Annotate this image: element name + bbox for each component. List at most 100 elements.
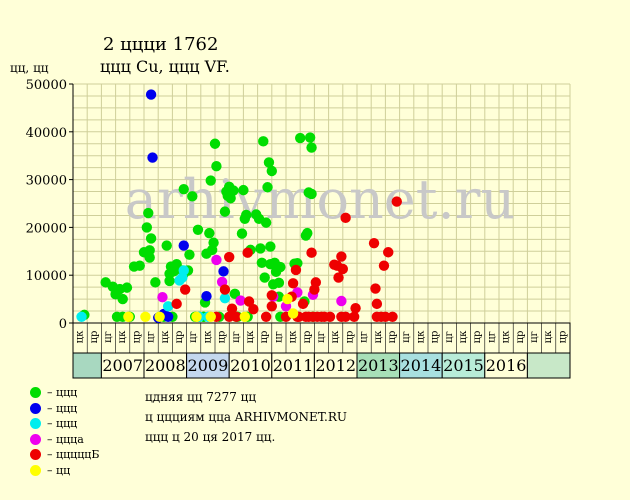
data-point <box>145 233 157 244</box>
year-label: 2012 <box>315 356 356 375</box>
half-year-label: цр <box>259 331 270 344</box>
data-point <box>219 206 231 217</box>
data-point <box>287 278 299 289</box>
legend-label: – ццц <box>47 401 78 415</box>
legend: – ццц – ццц – ццц – ццца – цццццБ – цц <box>30 385 99 478</box>
data-point <box>178 183 189 195</box>
data-point <box>266 301 277 312</box>
year-label: 2008 <box>145 356 186 375</box>
data-point <box>306 247 317 258</box>
half-year-label: цк <box>75 330 86 343</box>
data-point <box>333 272 344 283</box>
data-point <box>306 142 317 153</box>
data-point <box>275 261 286 273</box>
y-tick-label: 20000 <box>26 221 67 236</box>
year-cell <box>484 352 528 379</box>
data-point <box>348 311 360 322</box>
info-line-2: ц ццциям цца ARHIVMONET.RU <box>145 410 347 424</box>
half-year-label: цг <box>188 331 199 343</box>
data-point <box>236 228 248 239</box>
half-year-label: цр <box>217 331 228 344</box>
data-point <box>256 257 268 268</box>
data-point <box>187 191 198 202</box>
data-point <box>140 311 151 322</box>
year-label: 2014 <box>401 356 442 375</box>
year-cell <box>228 352 273 379</box>
half-year-label: цк <box>160 330 171 343</box>
data-point <box>383 247 394 258</box>
year-label: 2013 <box>358 356 399 375</box>
data-point <box>260 311 272 322</box>
data-point <box>211 254 222 266</box>
data-point <box>147 152 158 163</box>
data-point <box>162 301 174 312</box>
legend-marker <box>30 449 41 461</box>
data-point <box>143 207 154 219</box>
data-point <box>219 292 231 304</box>
legend-marker <box>30 387 41 399</box>
data-point <box>208 237 219 248</box>
half-year-label: цр <box>174 331 185 344</box>
year-cell-start <box>72 352 102 379</box>
data-point <box>226 303 238 314</box>
data-point <box>243 296 255 307</box>
data-point <box>368 237 380 249</box>
legend-label: – цццццБ <box>47 448 100 462</box>
data-point <box>134 260 145 271</box>
data-point <box>192 224 204 235</box>
data-point <box>295 132 306 144</box>
legend-marker <box>30 433 41 445</box>
y-tick-label: 40000 <box>26 126 67 141</box>
legend-marker <box>30 402 41 414</box>
data-point <box>248 303 259 315</box>
data-point <box>304 132 316 143</box>
data-point <box>391 196 402 207</box>
year-label: 2015 <box>443 356 484 375</box>
data-point <box>273 277 285 289</box>
half-year-label: цг <box>273 331 284 343</box>
half-year-label: цг <box>103 331 114 343</box>
data-point <box>262 182 273 193</box>
chart-title: 2 ццци 1762 <box>103 34 219 55</box>
half-year-label: цк <box>202 330 213 343</box>
data-point <box>209 138 221 149</box>
half-year-label: цк <box>501 330 512 343</box>
year-cell-end <box>526 352 571 379</box>
data-point <box>350 302 361 314</box>
year-label: 2009 <box>188 356 229 375</box>
half-year-label: цр <box>557 331 568 344</box>
data-point <box>266 165 277 177</box>
half-year-label: цк <box>288 330 299 343</box>
data-point <box>145 89 157 100</box>
data-point <box>242 247 253 258</box>
data-point <box>184 249 195 260</box>
data-point <box>76 311 87 322</box>
data-point <box>178 265 189 276</box>
half-year-label: цг <box>146 331 157 343</box>
year-label: 2007 <box>102 356 143 375</box>
half-year-label: цк <box>117 330 128 343</box>
half-year-label: цр <box>344 331 355 344</box>
y-tick-label: 0 <box>59 317 67 332</box>
half-year-label: цк <box>543 330 554 343</box>
data-point <box>290 264 302 276</box>
half-year-label: цг <box>231 331 242 343</box>
data-point <box>336 251 347 262</box>
legend-label: – ццц <box>47 386 78 400</box>
data-point <box>310 277 322 288</box>
year-cell <box>143 352 188 379</box>
data-point <box>205 175 216 186</box>
legend-item: – цц <box>30 463 99 479</box>
half-year-label: цк <box>415 330 426 343</box>
data-point <box>340 212 351 224</box>
half-year-label: цг <box>316 331 327 343</box>
legend-marker <box>30 464 41 476</box>
data-point <box>370 283 381 294</box>
data-point <box>201 291 212 302</box>
year-cell <box>186 352 230 379</box>
data-point <box>144 252 155 263</box>
data-point <box>241 209 252 221</box>
legend-item: – ццц <box>30 385 99 401</box>
year-cell <box>271 352 315 379</box>
half-year-label: цг <box>486 331 497 343</box>
